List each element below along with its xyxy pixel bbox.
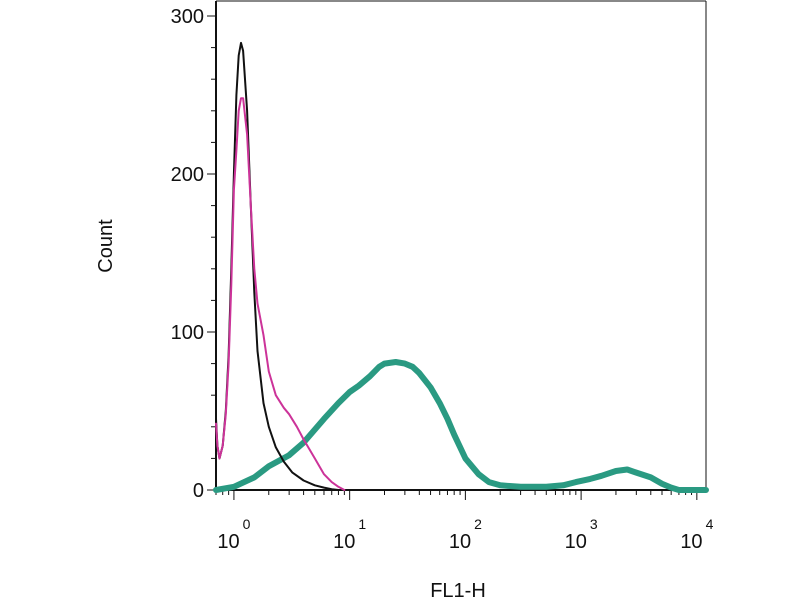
- histogram-series: [213, 41, 709, 493]
- x-tick-exponent: 2: [474, 516, 482, 532]
- x-tick-base: 10: [680, 531, 702, 553]
- x-tick-exponent: 1: [358, 516, 366, 532]
- x-tick-label: 101: [333, 516, 366, 553]
- x-tick-base: 10: [217, 531, 239, 553]
- series-line: [213, 359, 709, 493]
- x-tick-label: 102: [449, 516, 482, 553]
- x-tick-label: 104: [680, 516, 713, 553]
- x-tick-base: 10: [565, 531, 587, 553]
- series-line: [215, 97, 346, 491]
- plot-frame: [215, 0, 707, 491]
- y-tick-label: 300: [171, 6, 204, 28]
- x-tick-exponent: 3: [590, 516, 598, 532]
- x-tick-base: 10: [449, 531, 471, 553]
- x-tick-label: 103: [565, 516, 598, 553]
- x-axis-title: FL1-H: [430, 580, 486, 600]
- x-tick-label: 100: [217, 516, 250, 553]
- x-tick-exponent: 0: [243, 516, 251, 532]
- y-axis-ticks: 0 100 200 300: [171, 6, 216, 502]
- y-axis-title: Count: [95, 219, 117, 273]
- y-tick-label: 200: [171, 164, 204, 186]
- y-tick-label: 0: [193, 480, 204, 502]
- y-tick-label: 100: [171, 322, 204, 344]
- x-tick-base: 10: [333, 531, 355, 553]
- x-tick-exponent: 4: [706, 516, 714, 532]
